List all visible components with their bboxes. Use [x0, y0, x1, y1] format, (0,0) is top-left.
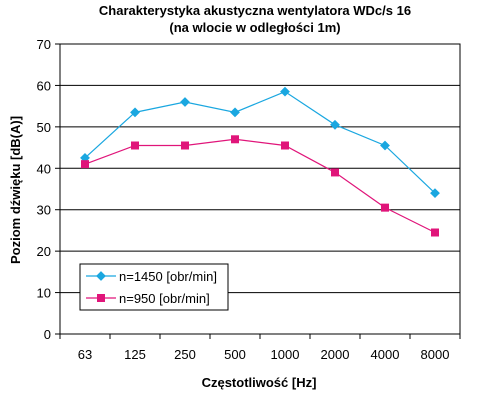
data-point [430, 188, 440, 199]
data-point [330, 119, 340, 130]
y-tick-label: 10 [37, 286, 51, 301]
data-point [281, 141, 289, 150]
legend-box [79, 263, 229, 311]
data-point [81, 160, 89, 169]
legend-entry: n=950 [obr/min] [86, 291, 210, 306]
legend-marker [96, 271, 106, 281]
x-axis-label: Częstotliwość [Hz] [202, 375, 317, 390]
legend-entries: n=1450 [obr/min] n=950 [obr/min] [86, 269, 217, 306]
x-tick-label: 2000 [321, 347, 350, 362]
y-axis-label: Poziom dźwięku [dB(A)] [8, 116, 23, 264]
legend-marker [97, 294, 105, 302]
y-tick-label: 60 [37, 78, 51, 93]
series-line [84, 90, 436, 194]
legend: n=1450 [obr/min] n=950 [obr/min] [79, 263, 229, 311]
y-tick-label: 70 [37, 37, 51, 52]
x-tick-label: 8000 [421, 347, 450, 362]
data-point [381, 203, 389, 212]
data-point [181, 141, 189, 150]
x-tick-label: 500 [224, 347, 246, 362]
legend-label: n=1450 [obr/min] [119, 269, 217, 284]
x-axis-ticks: 63 125 250 500 1000 2000 4000 8000 [59, 334, 461, 362]
y-tick-label: 0 [44, 327, 51, 342]
series [80, 86, 440, 237]
x-tick-label: 125 [124, 347, 146, 362]
y-tick-label: 50 [37, 120, 51, 135]
data-point [230, 107, 240, 118]
data-point [180, 97, 190, 107]
y-tick-label: 30 [37, 203, 51, 218]
x-tick-label: 63 [78, 347, 92, 362]
series-2 [81, 135, 439, 237]
data-point [131, 141, 139, 150]
data-point [130, 107, 140, 118]
data-point [431, 228, 439, 237]
chart-subtitle: (na wlocie w odległości 1m) [169, 20, 340, 35]
data-point [380, 140, 390, 151]
x-tick-label: 1000 [271, 347, 300, 362]
series-line [84, 138, 436, 234]
y-tick-label: 40 [37, 161, 51, 176]
chart-title: Charakterystyka akustyczna wentylatora W… [99, 3, 411, 18]
data-point [231, 135, 239, 144]
data-point [331, 168, 339, 177]
x-tick-label: 4000 [371, 347, 400, 362]
y-tick-label: 20 [37, 244, 51, 259]
y-axis-ticks: 0 10 20 30 40 50 60 70 [37, 37, 60, 342]
legend-entry: n=1450 [obr/min] [86, 269, 217, 284]
legend-label: n=950 [obr/min] [119, 291, 210, 306]
x-tick-label: 250 [174, 347, 196, 362]
data-point [280, 86, 290, 97]
